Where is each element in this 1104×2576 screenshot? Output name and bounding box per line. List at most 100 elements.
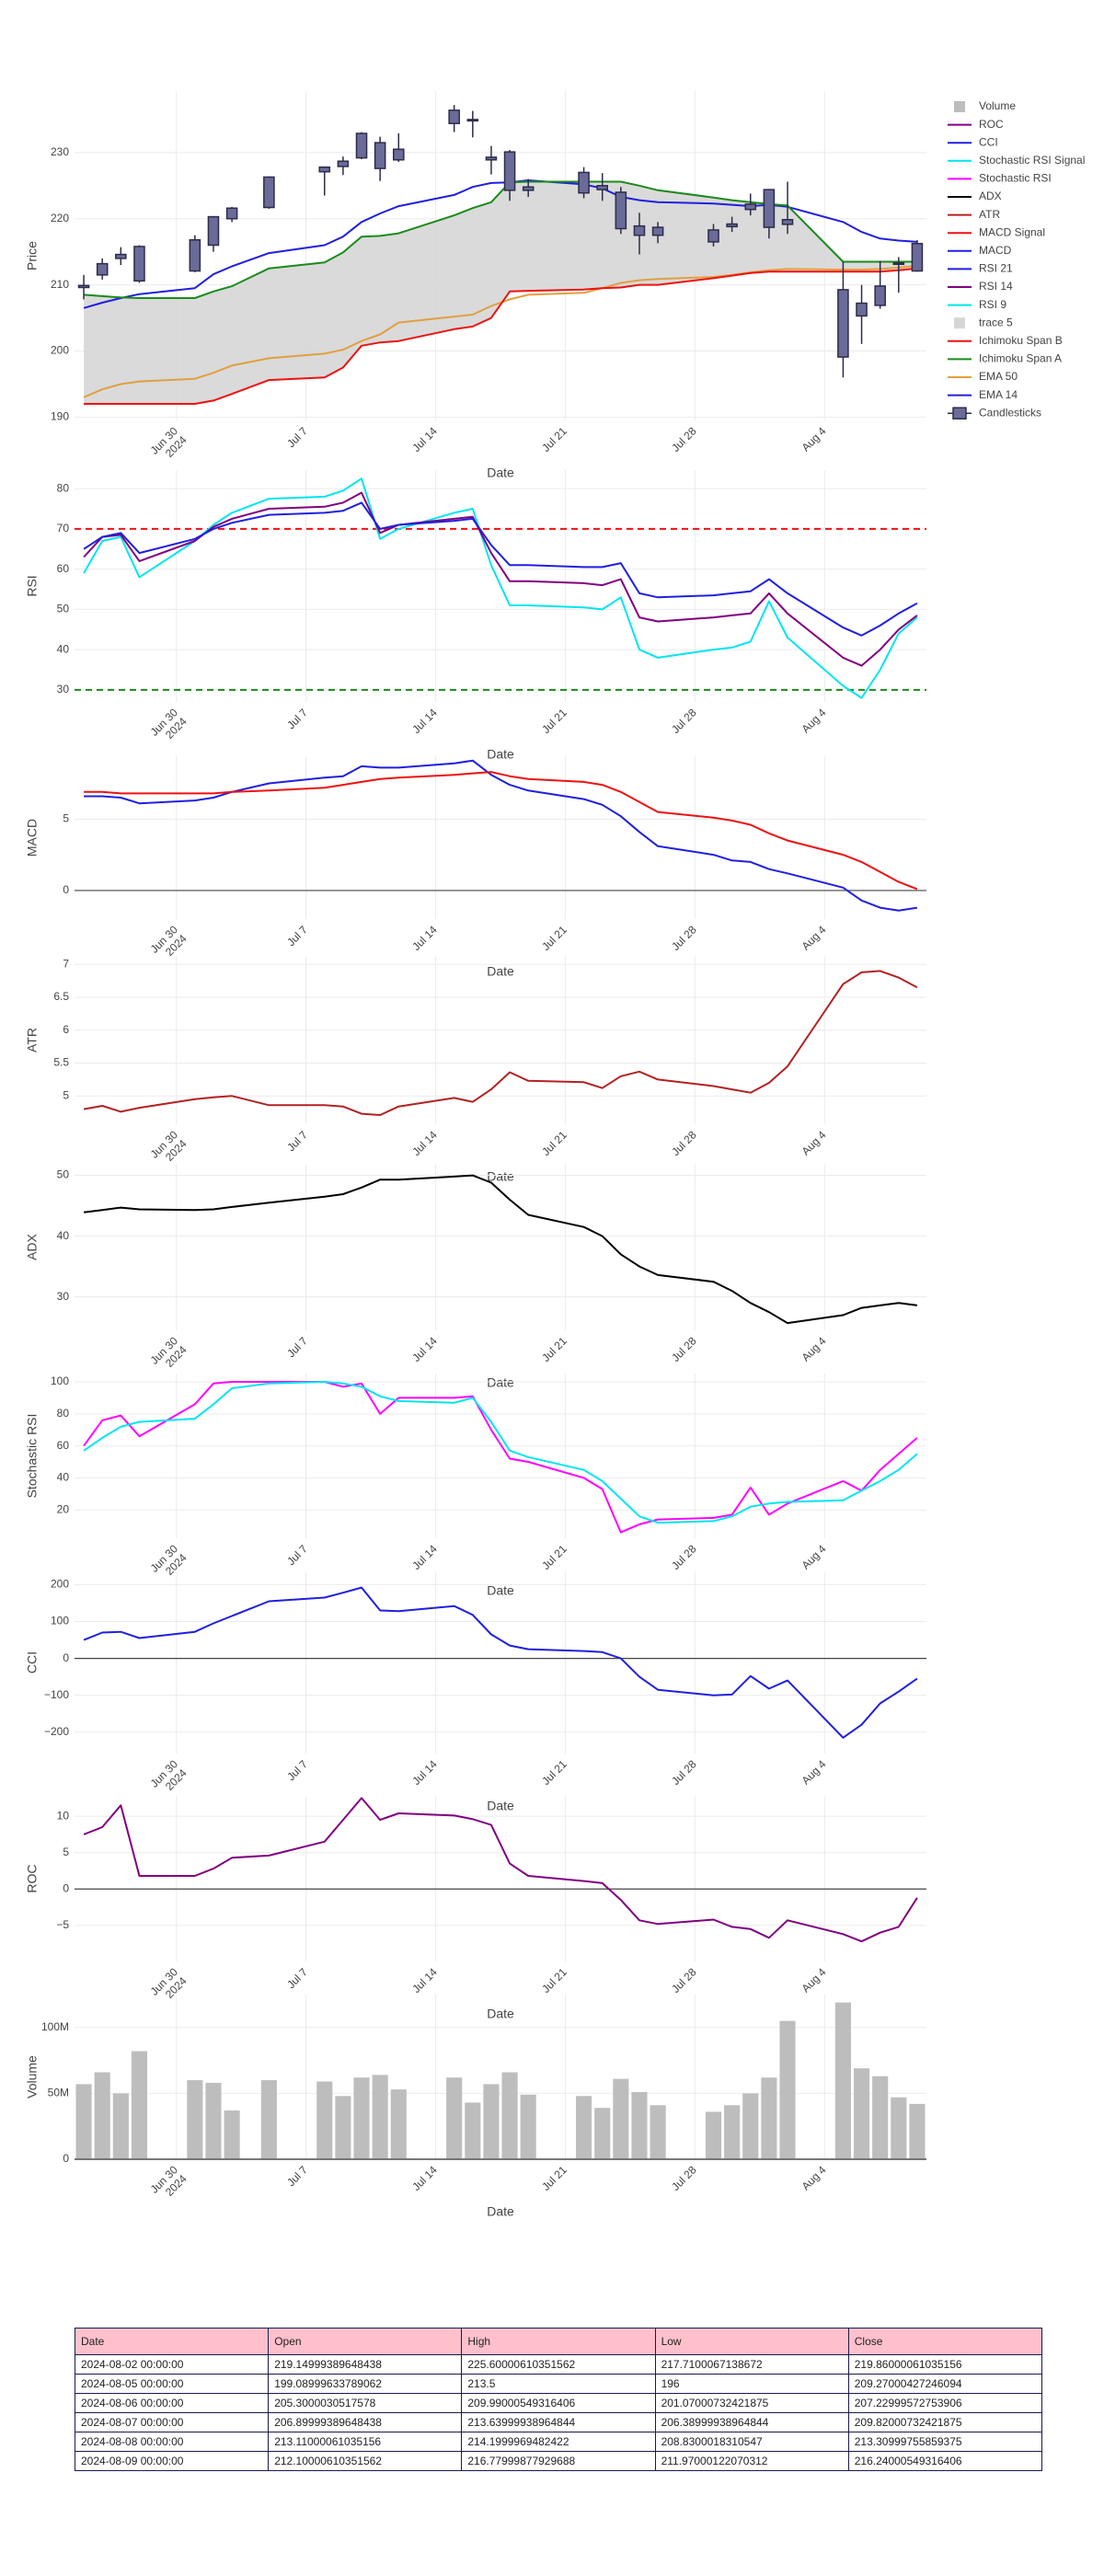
y-tick-label: 0 <box>63 883 69 896</box>
legend-item[interactable]: RSI 9 <box>948 298 1006 311</box>
volume-bar <box>205 2082 222 2159</box>
table-cell: 199.08999633789062 <box>268 2374 463 2394</box>
legend-label: trace 5 <box>979 316 1013 328</box>
series-line <box>83 1174 918 1325</box>
y-tick-label: 200 <box>51 344 69 357</box>
legend-item[interactable]: Ichimoku Span A <box>948 352 1062 365</box>
candle-body <box>911 243 924 272</box>
legend-item[interactable]: Stochastic RSI <box>948 172 1052 185</box>
volume-bar <box>742 2093 759 2159</box>
candle-body <box>503 151 516 191</box>
y-tick-label: 100 <box>51 1615 69 1627</box>
table-cell: 209.27000427246094 <box>847 2374 1043 2394</box>
candle-body <box>448 109 460 124</box>
legend-item[interactable]: MACD Signal <box>948 225 1045 238</box>
table-cell: 205.3000030517578 <box>268 2393 463 2413</box>
y-tick-label: 5 <box>63 811 69 824</box>
x-tick-label: Jul 28 <box>669 424 699 454</box>
candle-body <box>596 185 609 190</box>
volume-bar <box>650 2105 666 2159</box>
x-tick-label: Jul 7 <box>284 2163 310 2189</box>
legend-item[interactable]: RSI 21 <box>948 262 1013 275</box>
legend-item[interactable]: ATR <box>948 208 1000 221</box>
legend-item[interactable]: RSI 14 <box>948 280 1013 293</box>
column-header: Open <box>268 2328 463 2355</box>
legend-item[interactable]: ADX <box>948 190 1002 202</box>
candle-body <box>892 262 905 266</box>
legend-item[interactable]: ROC <box>948 118 1004 131</box>
x-axis-title: Date <box>487 466 514 480</box>
series-line <box>83 1381 918 1534</box>
legend-item[interactable]: EMA 50 <box>948 370 1018 383</box>
y-tick-label: 70 <box>57 522 70 535</box>
x-tick-label: Jul 28 <box>669 1757 699 1788</box>
volume-bar <box>224 2110 240 2159</box>
x-tick-label: Jul 7 <box>284 424 310 450</box>
x-tick-label: Jul 7 <box>284 1128 310 1154</box>
y-axis-title: ROC <box>25 1864 40 1892</box>
candle-body <box>115 253 127 259</box>
table-row: 2024-08-06 00:00:00 205.3000030517578 209.… <box>74 2393 1043 2413</box>
legend-item[interactable]: trace 5 <box>954 316 1013 328</box>
candle-body <box>96 262 109 276</box>
x-axis-title: Date <box>487 2204 514 2219</box>
candle-body <box>485 156 498 161</box>
table-cell: 217.7100067138672 <box>654 2354 849 2375</box>
legend-item[interactable]: CCI <box>948 135 998 148</box>
candle-body <box>225 207 238 220</box>
x-tick-label: Aug 4 <box>799 1757 829 1787</box>
table-cell: 213.30999755859375 <box>847 2432 1043 2452</box>
table-cell: 213.11000061035156 <box>268 2432 463 2452</box>
table-row: 2024-08-08 00:00:00 213.11000061035156 214… <box>74 2432 1043 2452</box>
y-axis-title: CCI <box>25 1651 40 1673</box>
legend-item[interactable]: Candlesticks <box>948 406 1041 420</box>
candle-body <box>207 215 220 247</box>
legend-item[interactable]: Volume <box>954 99 1016 112</box>
x-tick-label: Aug 4 <box>799 1542 829 1571</box>
x-axis-title: Date <box>487 1799 514 1813</box>
candle-body <box>578 171 590 194</box>
volume-bar <box>779 2020 796 2159</box>
candle-body <box>392 148 405 161</box>
x-axis-title: Date <box>487 1583 514 1598</box>
table-cell: 206.38999938964844 <box>654 2412 849 2432</box>
y-tick-label: 5 <box>63 1088 69 1101</box>
series-line <box>84 771 918 891</box>
legend-item[interactable]: Ichimoku Span B <box>948 334 1063 347</box>
volume-bar <box>520 2094 536 2159</box>
volume-bar <box>187 2080 203 2159</box>
table-cell: 206.89999389648438 <box>268 2412 463 2432</box>
y-tick-label: 5 <box>63 1846 69 1858</box>
table-header: Date Open High Low Close <box>74 2328 1043 2355</box>
legend-item[interactable]: MACD <box>948 244 1012 257</box>
y-axis-title: RSI <box>25 575 40 596</box>
candle-body <box>337 160 350 167</box>
table-row: 2024-08-07 00:00:00 206.89999389648438 213… <box>74 2412 1043 2432</box>
table-cell: 2024-08-07 00:00:00 <box>74 2412 270 2432</box>
candle-body <box>781 218 794 225</box>
x-tick-label: Jul 21 <box>539 1542 569 1572</box>
volume-bar <box>372 2075 388 2159</box>
x-tick-label: Aug 4 <box>799 1128 829 1157</box>
y-tick-label: 6.5 <box>53 990 69 1003</box>
y-tick-label: 10 <box>57 1809 70 1822</box>
y-tick-label: 30 <box>57 683 70 696</box>
y-axis-title: Volume <box>25 2055 40 2099</box>
volume-bar <box>446 2077 463 2159</box>
volume-bar <box>501 2072 518 2159</box>
table-row: 2024-08-09 00:00:00 212.10000610351562 216… <box>74 2451 1043 2471</box>
x-tick-label: Jul 14 <box>409 1965 440 1995</box>
candle-body <box>874 285 886 306</box>
x-tick-label: Jul 21 <box>539 2163 569 2193</box>
table-cell: 211.97000122070312 <box>654 2451 849 2471</box>
candle-body <box>355 132 368 159</box>
column-header: Date <box>74 2328 270 2355</box>
legend-label: Ichimoku Span B <box>979 334 1063 347</box>
y-tick-label: 60 <box>57 1439 70 1452</box>
y-tick-label: 7 <box>63 957 69 970</box>
legend-item[interactable]: EMA 14 <box>948 388 1018 401</box>
legend-item[interactable]: Stochastic RSI Signal <box>948 154 1085 167</box>
column-header: Low <box>654 2328 849 2355</box>
x-tick-label: Jul 21 <box>539 424 569 454</box>
y-tick-label: 50M <box>48 2087 69 2099</box>
